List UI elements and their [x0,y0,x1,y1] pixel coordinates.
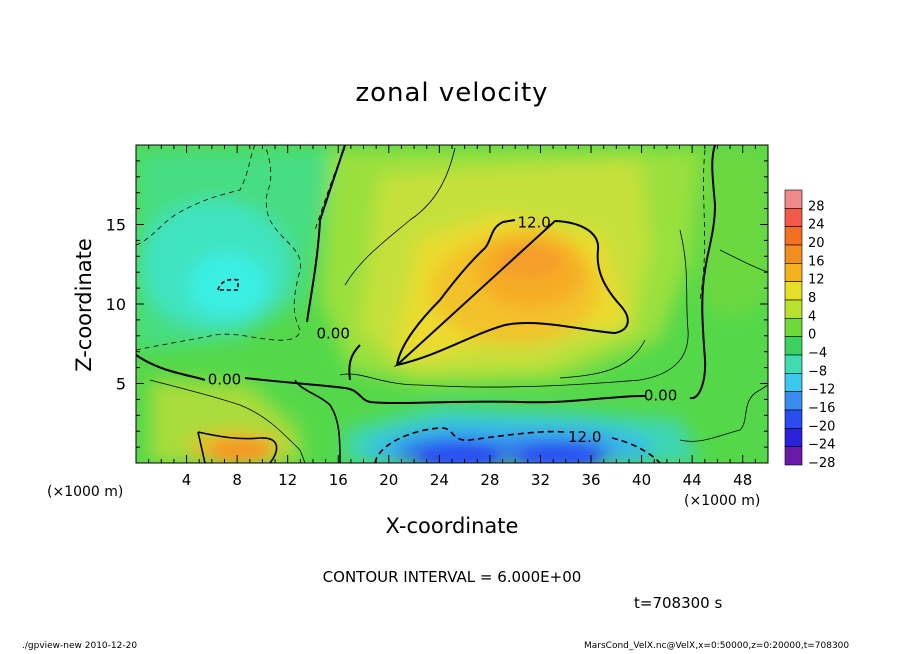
y-tick-label: 5 [116,375,126,394]
x-unit-right: (×1000 m) [684,493,761,509]
colorbar-cell [784,226,803,246]
colorbar-label: 8 [808,291,816,306]
colorbar-label: 24 [808,218,825,233]
colorbar-cell [784,263,803,282]
colorbar-label: 12 [808,273,825,288]
colorbar-cell [784,189,803,209]
colorbar-label: −24 [808,438,835,453]
colorbar-label: −28 [808,456,835,471]
footer-left: ./gpview-new 2010-12-20 [22,641,138,651]
y-tick-label: 10 [106,295,126,314]
footer-right: MarsCond_VelX.nc@VelX,x=0:50000,z=0:2000… [584,641,850,651]
colorbar-cell [784,281,803,301]
x-tick-label: 28 [480,471,499,489]
contour-0-diag [306,145,361,381]
chart-title: zonal velocity [355,78,549,108]
colorbar-cell [784,409,803,429]
x-tick-label: 8 [232,471,242,489]
x-tick-label: 12 [278,471,297,489]
x-tick-label: 24 [430,471,449,489]
colorbar-label: −12 [808,383,835,398]
x-tick-label: 4 [182,471,192,489]
y-tick-label: 15 [106,216,126,235]
contour-0-main [136,145,717,404]
colorbar-label: −16 [808,401,835,416]
colorbar-cell [784,354,803,374]
colorbar-cell [784,318,803,337]
x-axis: 4 8 12 16 20 24 28 32 36 40 44 48 [135,145,769,489]
x-tick-label: 16 [329,471,348,489]
colorbar-label: −4 [808,346,827,361]
colorbar-cell [784,208,803,227]
time-label: t=708300 s [634,594,723,612]
colorbar-label: 20 [808,236,825,251]
contour-interval: CONTOUR INTERVAL = 6.000E+00 [322,568,582,586]
contour-label: 0.00 [644,387,677,405]
colorbar-cell [784,373,803,392]
colorbar-label: 28 [808,199,825,214]
x-unit-left: (×1000 m) [47,484,124,500]
y-axis-label: Z-coordinate [72,238,96,372]
colorbar-cell [784,446,803,466]
colorbar-cell [784,336,803,356]
colorbar-label: 0 [808,328,816,343]
colorbar-label: 16 [808,254,825,269]
contour-0-lower [294,379,341,463]
contour-label: 0.00 [316,325,349,343]
contour-lines [136,145,768,463]
velocity-field [136,145,768,463]
x-tick-label: 48 [733,471,752,489]
x-tick-label: 36 [581,471,600,489]
contour-minus12-bottom [374,427,661,463]
x-tick-label: 44 [683,471,702,489]
contour-label: 0.00 [208,371,241,389]
colorbar-cell [784,244,803,264]
colorbar-cell [784,391,803,411]
colorbar-cell [784,428,803,447]
x-tick-label: 20 [379,471,398,489]
contour-label: 12.0 [568,428,601,446]
colorbar: 28 24 20 16 12 8 4 0 −4 −8 −12 −16 −20 −24 −28 [784,189,835,471]
x-tick-label: 40 [632,471,651,489]
x-axis-label: X-coordinate [385,514,519,538]
colorbar-label: −8 [808,364,827,379]
contour-label: 12.0 [517,213,550,231]
colorbar-label: −20 [808,419,835,434]
colorbar-cell [784,299,803,319]
y-axis: 5 10 15 [106,144,768,464]
contour-12-upper [393,219,629,367]
colorbar-label: 4 [808,309,816,324]
contour-label-group: 12.0 0.00 0.00 0.00 12.0 [208,213,677,446]
x-tick-label: 32 [531,471,550,489]
